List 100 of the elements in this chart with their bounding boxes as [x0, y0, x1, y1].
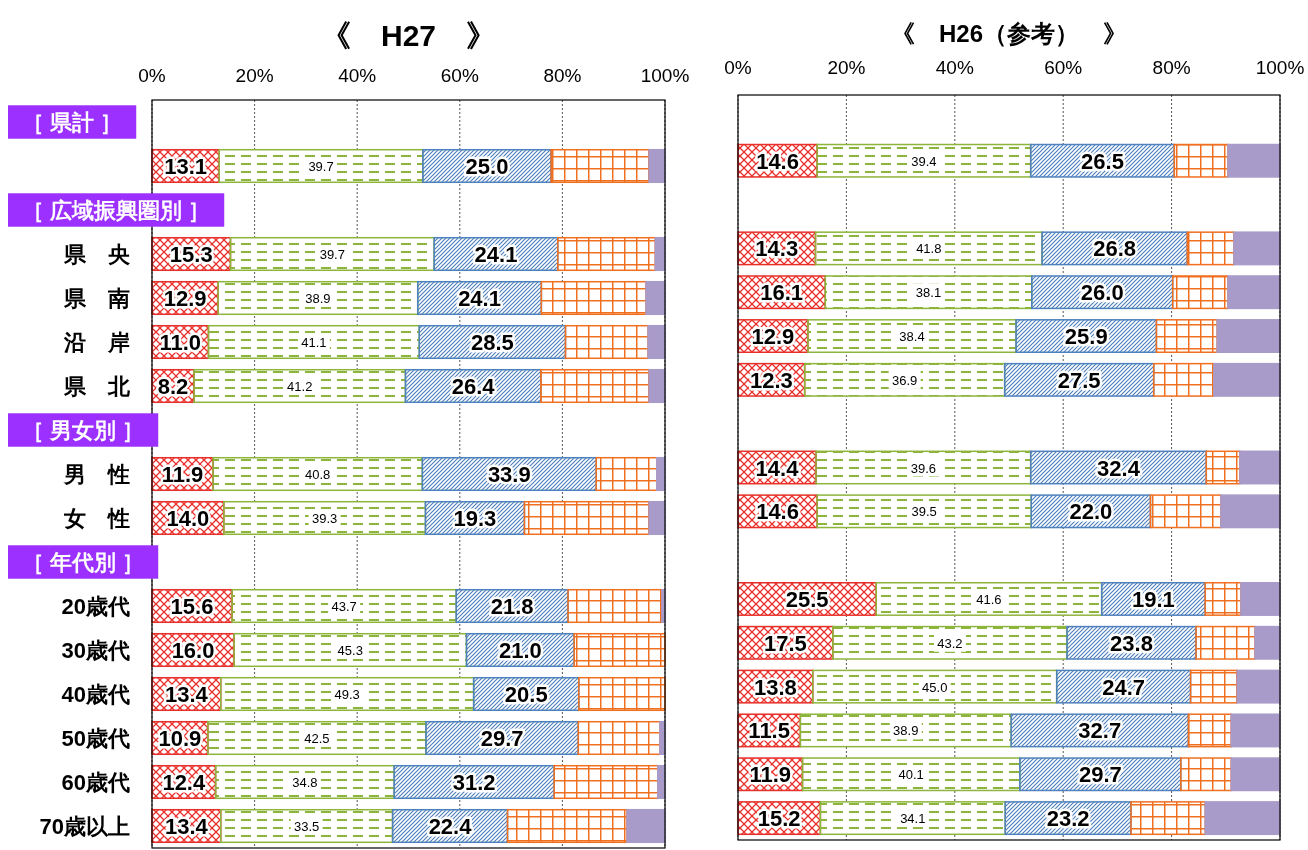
data-label: 13.4 — [164, 814, 209, 839]
data-label: 16.1 — [760, 280, 804, 306]
data-label: 38.9 — [305, 291, 331, 306]
text: ［ 県計 ］ — [22, 110, 123, 135]
data-label: 45.3 — [337, 643, 363, 658]
data-label: 42.5 — [304, 731, 330, 746]
data-label: 39.3 — [311, 511, 338, 526]
data-label: 13.8 — [753, 674, 797, 700]
data-label: 26.5 — [1081, 148, 1124, 174]
y-tick-label: 30歳代 — [61, 638, 130, 663]
data-label: 39.7 — [308, 159, 334, 174]
x-tick-label: 80% — [543, 65, 582, 86]
data-label: 34.1 — [900, 811, 926, 827]
data-label: 14.3 — [755, 236, 799, 262]
data-label: 32.4 — [1097, 455, 1141, 481]
data-label: 41.8 — [916, 241, 942, 257]
data-label: 41.2 — [287, 379, 313, 394]
x-tick-label: 40% — [935, 57, 974, 78]
data-label: 39.7 — [319, 247, 345, 262]
data-label: 38.4 — [899, 329, 925, 345]
y-tick-label: 県 南 — [63, 286, 130, 311]
data-label: 14.4 — [755, 455, 800, 481]
y-tick-label: 50歳代 — [61, 726, 130, 751]
text: ［ 男女別 ］ — [22, 418, 145, 443]
data-label: 15.3 — [169, 242, 213, 267]
data-label: 19.3 — [453, 506, 497, 531]
data-label: 25.9 — [1064, 324, 1108, 350]
data-label: 11.0 — [159, 330, 202, 355]
data-label: 38.1 — [915, 285, 942, 301]
x-tick-label: 80% — [1152, 57, 1191, 78]
data-label: 19.1 — [1132, 586, 1175, 612]
data-label: 49.3 — [334, 687, 360, 702]
y-tick-label: 70歳以上 — [39, 814, 130, 839]
data-label: 12.9 — [163, 286, 207, 311]
data-label: 10.9 — [158, 726, 202, 751]
data-label: 26.0 — [1080, 280, 1124, 306]
chart-title: 《 H27 》 — [320, 19, 497, 52]
data-label: 28.5 — [470, 330, 514, 355]
y-tick-label: 40歳代 — [61, 682, 130, 707]
data-label: 21.0 — [498, 638, 542, 663]
data-label: 40.1 — [898, 767, 924, 783]
y-tick-label: 県 北 — [63, 374, 131, 399]
x-tick-label: 20% — [235, 65, 274, 86]
data-label: 13.1 — [164, 154, 208, 179]
data-label: 14.6 — [756, 499, 799, 525]
y-tick-label: 女 性 — [63, 506, 130, 531]
text: ［ 年代別 ］ — [22, 550, 145, 575]
data-label: 39.5 — [911, 504, 937, 520]
data-label: 15.2 — [757, 806, 801, 832]
data-label: 12.4 — [162, 770, 206, 795]
y-tick-label: 沿 岸 — [63, 330, 130, 355]
y-tick-label: 60歳代 — [61, 770, 130, 795]
data-label: 16.0 — [171, 638, 215, 663]
data-label: 17.5 — [764, 630, 807, 656]
data-label: 13.4 — [164, 682, 209, 707]
data-label: 43.7 — [331, 599, 357, 614]
x-tick-label: 60% — [440, 65, 479, 86]
x-tick-label: 100% — [1255, 57, 1305, 78]
chart-title: 《 H26（参考） 》 — [890, 20, 1128, 47]
data-label: 33.9 — [487, 462, 531, 487]
y-tick-label: 男 性 — [63, 462, 130, 487]
data-label: 32.7 — [1078, 718, 1122, 744]
x-tick-label: 0% — [138, 65, 166, 86]
x-tick-label: 60% — [1044, 57, 1083, 78]
data-label: 29.7 — [480, 726, 524, 751]
data-label: 24.7 — [1102, 674, 1146, 700]
data-label: 23.2 — [1046, 806, 1090, 832]
data-label: 11.9 — [161, 462, 204, 487]
data-label: 25.0 — [465, 154, 509, 179]
x-tick-label: 20% — [827, 57, 866, 78]
x-tick-label: 100% — [640, 65, 690, 86]
data-label: 45.0 — [922, 679, 948, 695]
data-label: 20.5 — [504, 682, 548, 707]
data-label: 12.9 — [751, 324, 795, 350]
annotation: ［ 広域振興圏別 ］ — [22, 198, 211, 223]
data-label: 12.3 — [749, 367, 793, 393]
data-label: 39.6 — [910, 460, 937, 476]
data-label: 39.4 — [911, 153, 937, 169]
data-label: 15.6 — [170, 594, 214, 619]
data-label: 40.8 — [305, 467, 331, 482]
data-label: 24.1 — [474, 242, 518, 267]
data-label: 25.5 — [785, 586, 829, 612]
data-label: 26.8 — [1093, 236, 1137, 262]
data-label: 36.9 — [892, 372, 918, 388]
data-label: 38.9 — [893, 723, 919, 739]
data-label: 41.6 — [976, 591, 1002, 607]
data-label: 11.9 — [749, 762, 792, 788]
data-label: 29.7 — [1078, 762, 1122, 788]
data-label: 33.5 — [294, 819, 320, 834]
data-label: 14.6 — [756, 148, 799, 174]
data-label: 11.5 — [748, 718, 790, 744]
x-tick-label: 40% — [338, 65, 377, 86]
data-label: 21.8 — [490, 594, 534, 619]
y-tick-label: 県 央 — [63, 242, 131, 267]
data-label: 31.2 — [452, 770, 496, 795]
data-label: 43.2 — [937, 635, 963, 651]
data-label: 34.8 — [292, 775, 318, 790]
data-label: 41.1 — [301, 335, 327, 350]
data-label: 27.5 — [1057, 367, 1101, 393]
data-label: 23.8 — [1110, 630, 1153, 656]
